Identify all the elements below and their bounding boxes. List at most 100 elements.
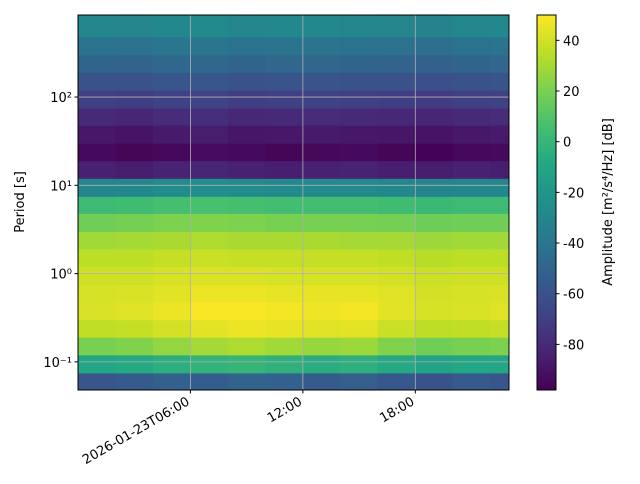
heatmap-cell	[490, 372, 510, 391]
heatmap-cell	[265, 301, 304, 321]
x-tick-label: 2026-01-23T06:00	[80, 394, 192, 467]
heatmap-cell	[78, 372, 116, 391]
heatmap-cell	[302, 15, 341, 38]
heatmap-cell	[115, 196, 154, 214]
heatmap-cell	[452, 36, 491, 56]
heatmap-cell	[340, 143, 379, 162]
heatmap-cell	[265, 125, 304, 144]
heatmap-cell	[452, 354, 491, 374]
heatmap-cell	[265, 36, 304, 56]
colorbar-label: Amplitude [m²/s⁴/Hz] [dB]	[601, 118, 616, 286]
heatmap-cell	[227, 354, 266, 374]
heatmap-cell	[115, 36, 154, 56]
heatmap-cell	[265, 15, 304, 38]
heatmap-cell	[227, 72, 266, 91]
heatmap-cell	[115, 72, 154, 91]
heatmap-cell	[227, 301, 266, 321]
heatmap-cell	[490, 213, 510, 232]
heatmap-cell	[152, 72, 191, 91]
heatmap-cell	[115, 160, 154, 179]
colorbar-tick-label: -20	[563, 186, 584, 201]
colorbar-tick-label: 40	[563, 34, 580, 49]
y-axis-label: Period [s]	[13, 171, 28, 233]
heatmap-cell	[302, 90, 341, 109]
heatmap-cell	[78, 266, 116, 286]
heatmap-cell	[340, 54, 379, 73]
heatmap-cell	[227, 178, 266, 197]
heatmap-cell	[452, 160, 491, 179]
heatmap-cell	[227, 319, 266, 338]
heatmap-cell	[415, 372, 454, 391]
heatmap-cell	[302, 178, 341, 197]
heatmap-cell	[490, 108, 510, 126]
heatmap-cell	[78, 319, 116, 338]
heatmap-cell	[227, 160, 266, 179]
heatmap-cell	[340, 213, 379, 232]
heatmap-cell	[78, 125, 116, 144]
heatmap-cell	[227, 36, 266, 56]
heatmap-cell	[340, 196, 379, 214]
heatmap-cell	[152, 266, 191, 286]
heatmap-cell	[377, 372, 416, 391]
heatmap-cell	[490, 266, 510, 286]
heatmap-cell	[115, 337, 154, 356]
heatmap-cell	[152, 54, 191, 73]
colorbar-tick-label: 20	[563, 85, 580, 100]
heatmap-cell	[490, 301, 510, 321]
heatmap-cell	[415, 178, 454, 197]
heatmap-cell	[452, 196, 491, 214]
heatmap-cell	[302, 54, 341, 73]
heatmap-cell	[152, 231, 191, 250]
colorbar-tick-label: -60	[563, 288, 584, 303]
heatmap-cell	[115, 231, 154, 250]
heatmap-cell	[227, 90, 266, 109]
heatmap-cell	[152, 143, 191, 162]
x-tick-label: 18:00	[377, 394, 417, 426]
heatmap-cell	[78, 108, 116, 126]
heatmap-cell	[377, 108, 416, 126]
heatmap-cell	[415, 248, 454, 268]
heatmap-cell	[490, 143, 510, 162]
heatmap-cell	[340, 319, 379, 338]
heatmap-cell	[190, 15, 229, 38]
y-tick-label: 10¹	[50, 179, 72, 194]
heatmap-cell	[452, 72, 491, 91]
heatmap-cell	[115, 54, 154, 73]
heatmap-cell	[152, 337, 191, 356]
heatmap-cell	[227, 284, 266, 303]
heatmap-cell	[415, 72, 454, 91]
heatmap-cell	[190, 36, 229, 56]
heatmap-cell	[190, 125, 229, 144]
heatmap-cell	[115, 372, 154, 391]
heatmap-cell	[452, 231, 491, 250]
heatmap-cell	[490, 284, 510, 303]
heatmap-cell	[452, 301, 491, 321]
heatmap-cell	[377, 54, 416, 73]
heatmap-cell	[377, 36, 416, 56]
heatmap-cell	[377, 248, 416, 268]
heatmap-cell	[152, 319, 191, 338]
colorbar	[536, 14, 557, 391]
heatmap-cell	[190, 160, 229, 179]
heatmap-cell	[115, 284, 154, 303]
heatmap-cell	[265, 196, 304, 214]
heatmap-cell	[190, 54, 229, 73]
heatmap-cell	[78, 143, 116, 162]
heatmap-cell	[78, 160, 116, 179]
heatmap-cell	[490, 354, 510, 374]
heatmap-cell	[115, 354, 154, 374]
heatmap-cell	[115, 90, 154, 109]
x-tick-label: 12:00	[265, 394, 305, 426]
heatmap-cell	[152, 284, 191, 303]
heatmap-cell	[190, 196, 229, 214]
heatmap-cell	[152, 354, 191, 374]
heatmap-cell	[377, 319, 416, 338]
heatmap-cell	[190, 72, 229, 91]
heatmap-cell	[340, 372, 379, 391]
heatmap-cell	[490, 248, 510, 268]
heatmap-cell	[190, 90, 229, 109]
heatmap-cell	[415, 319, 454, 338]
heatmap-cell	[78, 178, 116, 197]
heatmap-cell	[227, 231, 266, 250]
